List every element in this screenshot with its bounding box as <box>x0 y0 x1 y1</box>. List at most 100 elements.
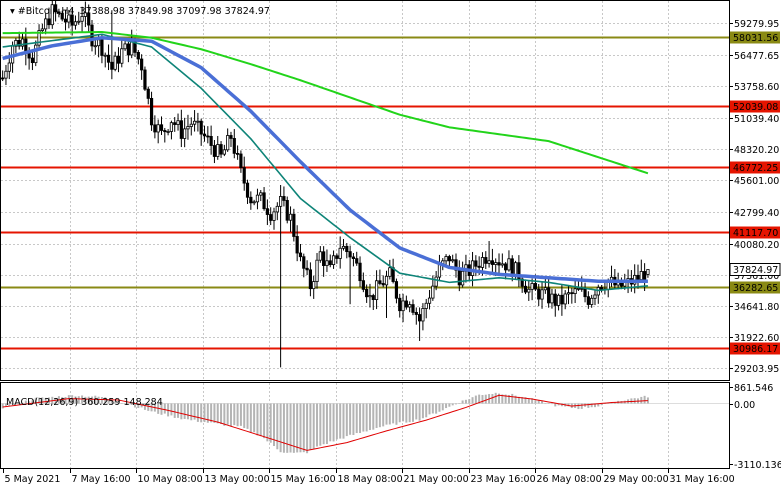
time-tick-label: 26 May 08:00 <box>537 474 602 485</box>
candle-body-bull <box>315 259 319 282</box>
macd-histogram-bar <box>352 403 355 436</box>
price-tick-label: 45601.00 <box>734 176 779 187</box>
macd-histogram-bar <box>107 399 110 404</box>
candle-body-bear <box>583 288 587 298</box>
macd-histogram-bar <box>64 396 67 404</box>
candle-body-bear <box>159 124 164 131</box>
macd-histogram-bar <box>494 392 497 404</box>
candle-body-bull <box>527 288 531 293</box>
macd-histogram-bar <box>362 403 365 432</box>
macd-histogram-bar <box>398 403 401 423</box>
macd-histogram-bar <box>448 403 451 407</box>
candle-body-bear <box>47 18 51 26</box>
candle-body-bull <box>312 281 316 290</box>
macd-histogram-bar <box>593 403 596 408</box>
macd-histogram-bar <box>332 403 335 442</box>
candle-body-bull <box>83 12 87 17</box>
level-price-tag <box>730 342 780 355</box>
candle-body-bull <box>120 48 124 64</box>
candle-body-bear <box>60 12 64 20</box>
macd-histogram-bar <box>243 403 246 429</box>
candle-body-bear <box>417 314 422 322</box>
candle-body-bear <box>378 280 382 284</box>
candle-body-bull <box>196 120 200 123</box>
macd-histogram-bar <box>537 399 540 404</box>
macd-histogram-bar <box>517 396 520 404</box>
macd-histogram-bar <box>541 400 544 404</box>
candle-body-bull <box>480 257 485 268</box>
time-tick-label: 31 May 16:00 <box>670 474 735 485</box>
level-price-label: 52039.08 <box>733 102 778 113</box>
macd-histogram-bar <box>117 402 120 404</box>
macd-histogram-bar <box>468 399 471 404</box>
candle-body-bear <box>262 192 266 210</box>
candle-body-bull <box>50 4 54 26</box>
candle-body-bull <box>288 213 293 221</box>
macd-histogram-bar <box>392 403 395 424</box>
price-tick-label: 51039.40 <box>734 114 779 125</box>
macd-histogram-bar <box>28 401 31 404</box>
candle-body-bull <box>437 263 442 278</box>
macd-histogram-bar <box>580 403 583 409</box>
candle-body-bull <box>103 54 107 57</box>
macd-histogram-bar <box>177 403 180 418</box>
macd-histogram-bar <box>478 394 481 404</box>
macd-histogram-bar <box>246 403 249 429</box>
candle-body-bear <box>454 259 458 271</box>
time-tick-label: 13 May 00:00 <box>205 474 270 485</box>
candle-body-bear <box>153 124 157 133</box>
macd-histogram-bar <box>299 403 302 453</box>
macd-histogram-bar <box>104 397 107 404</box>
price-tick-label: 40080.20 <box>734 240 779 251</box>
macd-histogram-bar <box>418 403 421 421</box>
candle-body-bear <box>70 14 74 26</box>
candle-body-bear <box>547 287 551 304</box>
candle-body-bear <box>497 262 501 266</box>
candle-body-bull <box>451 259 455 262</box>
candle-body-bull <box>189 123 193 127</box>
candle-body-bull <box>318 251 322 261</box>
candle-body-bear <box>308 269 313 290</box>
macd-histogram-bar <box>428 403 431 415</box>
macd-histogram-bar <box>504 394 507 404</box>
candle-body-bull <box>494 262 498 265</box>
level-price-tag <box>730 226 780 239</box>
price-panel: ▾ #Bitcoin,H4 37388.98 37849.98 37097.98 … <box>0 0 730 381</box>
candle-body-bull <box>374 280 379 300</box>
macd-histogram-bar <box>276 403 279 450</box>
macd-histogram-bar <box>223 403 226 426</box>
candle-body-bull <box>169 122 174 132</box>
macd-histogram-bar <box>210 403 213 423</box>
candle-body-bear <box>126 43 130 56</box>
macd-histogram-bar <box>329 403 332 442</box>
candle-body-bear <box>245 182 250 198</box>
macd-histogram-bar <box>550 403 553 405</box>
macd-histogram-bar <box>610 403 613 405</box>
candle-body-bear <box>106 54 111 63</box>
macd-histogram-bar <box>421 403 424 419</box>
macd-histogram-bar <box>286 403 289 453</box>
candle-body-bear <box>140 58 144 71</box>
candle-body-bear <box>269 214 273 221</box>
candle-body-bear <box>17 39 21 47</box>
macd-histogram-bar <box>557 403 560 406</box>
candle-body-bull <box>593 294 597 299</box>
candle-body-bull <box>408 304 412 308</box>
candle-body-bull <box>573 288 577 294</box>
candle-body-bull <box>275 205 279 213</box>
macd-histogram-bar <box>461 400 464 404</box>
candle-body-bull <box>566 292 571 295</box>
macd-histogram-bar <box>74 396 77 404</box>
macd-histogram-bar <box>269 403 272 443</box>
macd-histogram-bar <box>137 403 140 409</box>
macd-histogram-bar <box>193 403 196 420</box>
macd-histogram-bar <box>643 395 646 404</box>
candle-body-bear <box>537 288 541 300</box>
candle-body-bull <box>186 126 190 130</box>
macd-histogram-bar <box>395 403 398 425</box>
macd-histogram-bar <box>140 403 143 408</box>
macd-histogram-bar <box>319 403 322 446</box>
macd-histogram-bar <box>309 403 312 450</box>
macd-histogram-bar <box>47 397 50 404</box>
macd-histogram-bar <box>196 403 199 422</box>
